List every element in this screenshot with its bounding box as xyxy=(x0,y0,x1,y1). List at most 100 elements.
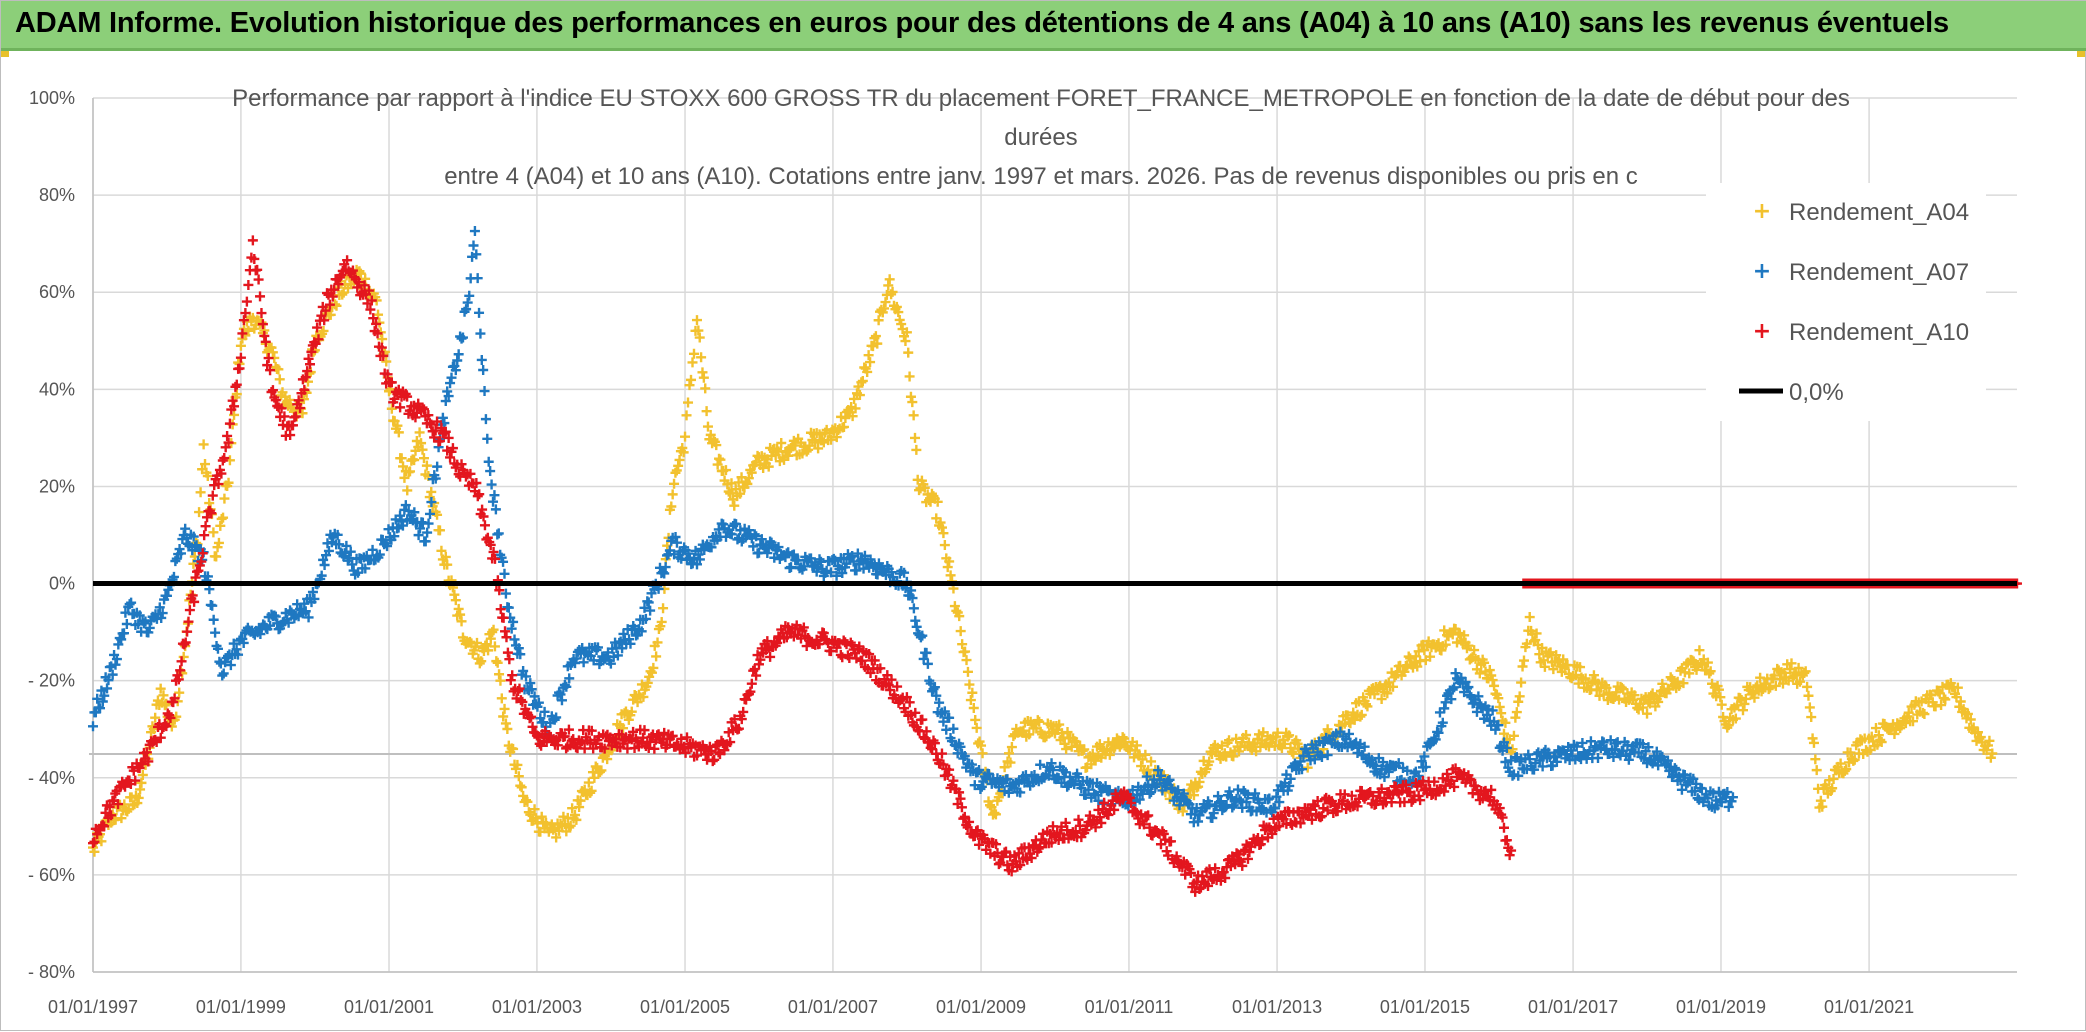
point-a07 xyxy=(228,638,239,649)
point-a10 xyxy=(507,670,518,681)
point-a04 xyxy=(1799,667,1810,678)
point-a10 xyxy=(1274,821,1285,832)
y-axis-ticks: 100% 80% 60% 40% 20% 0% - 20% - 40% - 60% - 80% xyxy=(28,88,75,982)
point-a07 xyxy=(831,570,842,581)
point-a10 xyxy=(169,693,180,704)
point-a04 xyxy=(516,782,527,793)
point-a04 xyxy=(1748,688,1758,699)
point-a07 xyxy=(144,622,155,633)
point-a07 xyxy=(102,683,113,694)
point-a10 xyxy=(1368,791,1379,802)
point-a04 xyxy=(266,342,277,353)
point-a10 xyxy=(1295,818,1306,829)
point-a07 xyxy=(453,349,464,360)
point-a07 xyxy=(265,620,276,631)
point-a07 xyxy=(1464,690,1475,701)
x-tick-label: 01/01/2003 xyxy=(492,997,582,1017)
point-a10 xyxy=(386,377,397,388)
point-a04 xyxy=(884,274,895,285)
point-a07 xyxy=(1437,717,1448,728)
point-a04 xyxy=(944,556,955,567)
point-a10 xyxy=(1306,814,1317,825)
point-a10 xyxy=(324,299,335,310)
point-a04 xyxy=(1376,694,1387,705)
point-a07 xyxy=(110,659,121,670)
point-a04 xyxy=(174,687,185,698)
point-a07 xyxy=(1433,727,1444,738)
point-a04 xyxy=(742,478,753,489)
point-a04 xyxy=(1018,725,1029,736)
point-a04 xyxy=(900,336,911,347)
point-a04 xyxy=(198,439,209,450)
point-a04 xyxy=(776,438,787,449)
point-a04 xyxy=(683,397,694,408)
point-a04 xyxy=(1279,738,1290,749)
point-a04 xyxy=(847,411,858,422)
point-a04 xyxy=(337,289,348,300)
point-a04 xyxy=(1077,745,1088,756)
point-a07 xyxy=(395,510,406,521)
point-a07 xyxy=(520,671,531,682)
point-a04 xyxy=(1611,687,1622,698)
point-a07 xyxy=(445,378,456,389)
point-a04 xyxy=(274,374,285,385)
point-a04 xyxy=(1479,657,1490,668)
point-a04 xyxy=(392,420,403,431)
point-a04 xyxy=(1908,716,1918,727)
point-a10 xyxy=(230,381,241,392)
point-a04 xyxy=(541,817,552,828)
point-a07 xyxy=(706,542,717,553)
point-a04 xyxy=(968,702,979,713)
point-a10 xyxy=(120,781,131,792)
point-a10 xyxy=(628,726,639,737)
point-a07 xyxy=(526,684,537,695)
point-a04 xyxy=(1849,754,1860,765)
point-a07 xyxy=(1643,742,1654,753)
point-a10 xyxy=(130,775,141,786)
point-a04 xyxy=(585,787,596,798)
point-a07 xyxy=(474,307,485,318)
point-a04 xyxy=(883,280,894,291)
point-a07 xyxy=(1450,668,1461,679)
point-a07 xyxy=(1605,735,1616,746)
point-a04 xyxy=(133,792,144,803)
y-tick-label: 100% xyxy=(29,88,75,108)
point-a07 xyxy=(551,712,562,723)
point-a07 xyxy=(851,565,862,576)
point-a07 xyxy=(168,571,179,582)
legend-label-a10: Rendement_A10 xyxy=(1789,319,1969,346)
point-a10 xyxy=(958,813,969,824)
legend-marker-a04: + xyxy=(1753,199,1771,224)
point-a10 xyxy=(540,726,551,737)
point-a07 xyxy=(556,695,567,706)
y-tick-label: - 60% xyxy=(28,865,75,885)
point-a10 xyxy=(1080,825,1091,836)
point-a07 xyxy=(1662,755,1673,766)
point-a04 xyxy=(936,522,947,533)
point-a10 xyxy=(180,637,191,648)
point-a04 xyxy=(1723,720,1734,731)
point-a10 xyxy=(304,359,315,370)
point-a07 xyxy=(225,660,236,671)
point-a04 xyxy=(671,465,682,476)
y-tick-label: - 20% xyxy=(28,671,75,691)
point-a10 xyxy=(755,654,766,665)
point-a10 xyxy=(500,626,511,637)
point-a07 xyxy=(367,544,378,555)
point-a04 xyxy=(1875,734,1886,745)
point-a07 xyxy=(1651,746,1662,757)
point-a07 xyxy=(974,764,985,775)
point-a07 xyxy=(671,537,682,548)
point-a04 xyxy=(1241,729,1252,740)
point-a10 xyxy=(1144,822,1155,833)
point-a10 xyxy=(189,596,200,607)
point-a04 xyxy=(949,601,960,612)
legend-label-a07: Rendement_A07 xyxy=(1789,259,1969,286)
point-a10 xyxy=(161,721,172,732)
point-a10 xyxy=(942,769,953,780)
point-a10 xyxy=(260,336,271,347)
point-a10 xyxy=(864,649,875,660)
point-a10 xyxy=(611,734,622,745)
point-a04 xyxy=(686,374,697,385)
point-a04 xyxy=(646,667,657,678)
